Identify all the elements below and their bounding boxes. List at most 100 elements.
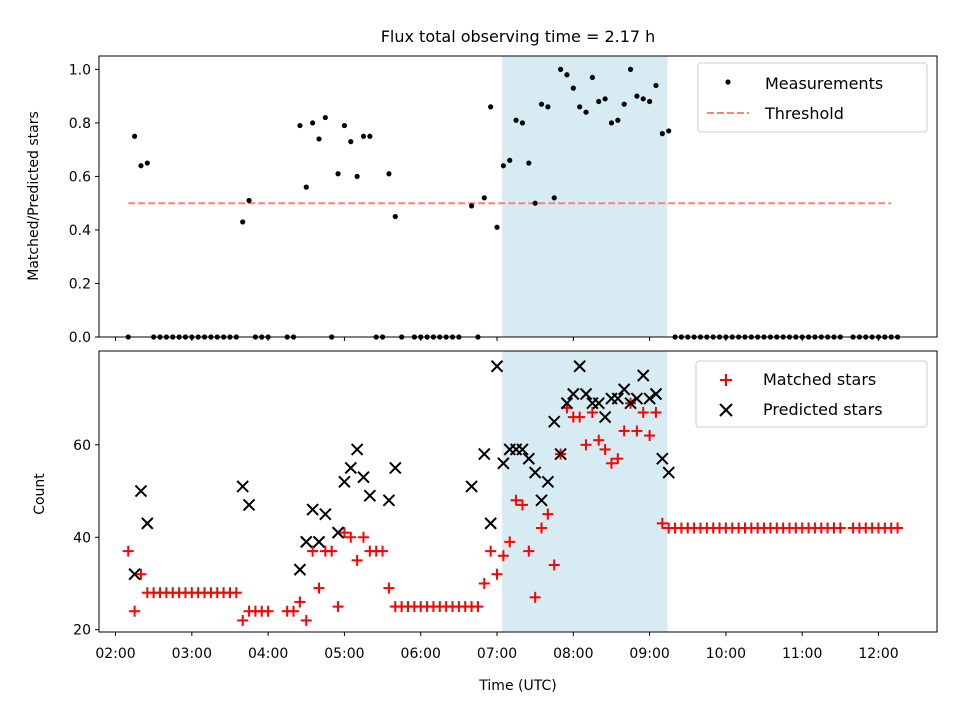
bottom-y-axis: 20 40 60 — [73, 438, 99, 639]
x-tick-label: 05:00 — [324, 646, 364, 662]
matched-star-point — [892, 522, 904, 534]
legend-label-matched-stars: Matched stars — [763, 370, 876, 389]
matched-star-point — [351, 554, 363, 566]
matched-star-point — [510, 494, 522, 506]
measurement-point — [640, 96, 646, 102]
measurement-point — [132, 133, 138, 139]
measurement-point — [507, 157, 513, 163]
matched-star-point — [313, 582, 325, 594]
predicted-star-point — [465, 480, 478, 493]
predicted-star-point — [624, 397, 637, 410]
predicted-star-point — [643, 392, 656, 405]
predicted-star-point — [649, 387, 663, 401]
bottom-panel: 20 40 60 02:00 03:00 04:00 05:00 06:00 07:00 08:… — [32, 350, 938, 694]
matched-star-point — [497, 550, 509, 562]
measurement-point — [615, 117, 621, 123]
matched-star-point — [542, 508, 554, 520]
predicted-star-point — [484, 517, 497, 530]
measurement-point — [583, 109, 589, 115]
bottom-highlight-span — [502, 351, 668, 632]
predicted-star-point — [389, 461, 402, 475]
matched-star-point — [472, 601, 484, 613]
measurement-point — [551, 195, 557, 201]
bottom-x-axis: 02:00 03:00 04:00 05:00 06:00 07:00 08:00 09:00… — [95, 632, 899, 662]
predicted-star-point — [522, 452, 536, 465]
matched-star-point — [599, 443, 611, 455]
measurement-point — [564, 72, 570, 78]
top-y-axis-label: Matched/Predicted stars — [26, 111, 42, 281]
measurement-point — [335, 171, 341, 177]
x-tick-label: 07:00 — [477, 646, 517, 662]
predicted-star-point — [579, 387, 593, 401]
matched-star-point — [332, 601, 344, 613]
predicted-star-point — [592, 397, 605, 410]
predicted-star-point — [548, 415, 561, 428]
predicted-star-point — [344, 461, 357, 475]
x-tick-label: 04:00 — [248, 646, 288, 662]
measurement-point — [513, 117, 519, 123]
bottom-y-axis-label: Count — [32, 473, 48, 515]
matched-star-point — [485, 545, 497, 557]
measurement-point — [468, 203, 475, 209]
matched-star-point — [650, 406, 662, 418]
predicted-star-point — [611, 392, 625, 405]
matched-star-point — [135, 568, 147, 580]
measurement-point — [310, 120, 316, 126]
matched-star-point — [357, 531, 369, 543]
measurement-point — [240, 219, 246, 225]
matched-star-point — [593, 434, 605, 446]
top-legend-box — [697, 62, 928, 133]
measurement-point — [500, 163, 506, 169]
top-legend: Measurements Threshold — [697, 62, 928, 133]
measurement-point — [666, 128, 672, 134]
matched-star-point — [618, 425, 630, 437]
measurement-point — [557, 66, 564, 72]
legend-label-predicted-stars: Predicted stars — [763, 400, 883, 419]
predicted-star-point — [656, 452, 669, 465]
predicted-star-point — [350, 443, 364, 456]
predicted-star-point — [141, 517, 154, 530]
measurement-point — [577, 104, 583, 110]
predicted-star-point — [306, 503, 319, 516]
matched-star-point — [262, 605, 274, 617]
measurement-point — [526, 160, 532, 166]
predicted-star-point — [312, 535, 326, 549]
top-panel-frame — [98, 55, 938, 338]
matched-star-point — [529, 591, 541, 603]
measurement-point — [386, 171, 392, 177]
predicted-star-point — [357, 470, 370, 484]
matched-star-point — [294, 596, 306, 608]
measurement-point — [627, 66, 634, 72]
y-tick-label: 20 — [73, 623, 91, 639]
legend-marker-measurements — [725, 79, 731, 85]
measurement-point — [481, 195, 487, 201]
top-highlight-span — [502, 56, 668, 337]
x-tick-label: 12:00 — [858, 646, 898, 662]
measurement-point — [570, 85, 576, 91]
measurement-point — [647, 98, 653, 105]
measurement-point — [653, 82, 659, 89]
measurement-point — [532, 200, 538, 206]
matched-star-point — [237, 614, 249, 626]
predicted-star-point — [573, 360, 586, 373]
measurement-point — [621, 101, 627, 107]
matched-star-point — [491, 568, 503, 580]
matched-star-point — [377, 545, 389, 557]
top-x-ticks — [115, 337, 880, 341]
predicted-star-point — [535, 494, 548, 507]
chart-title: Flux total observing time = 2.17 h — [381, 27, 656, 46]
predicted-star-point — [331, 526, 345, 539]
matched-star-point — [300, 614, 312, 626]
measurement-point — [138, 163, 144, 169]
matched-star-point — [637, 406, 649, 418]
y-tick-label: 0.2 — [69, 276, 91, 292]
predicted-star-point — [490, 360, 504, 373]
matched-star-point — [656, 517, 668, 529]
matched-star-point — [580, 439, 592, 451]
predicted-star-point — [338, 475, 351, 489]
predicted-star-point — [516, 443, 529, 456]
measurement-point — [246, 197, 252, 204]
y-tick-label: 0.4 — [69, 223, 91, 239]
predicted-star-point — [497, 457, 510, 470]
